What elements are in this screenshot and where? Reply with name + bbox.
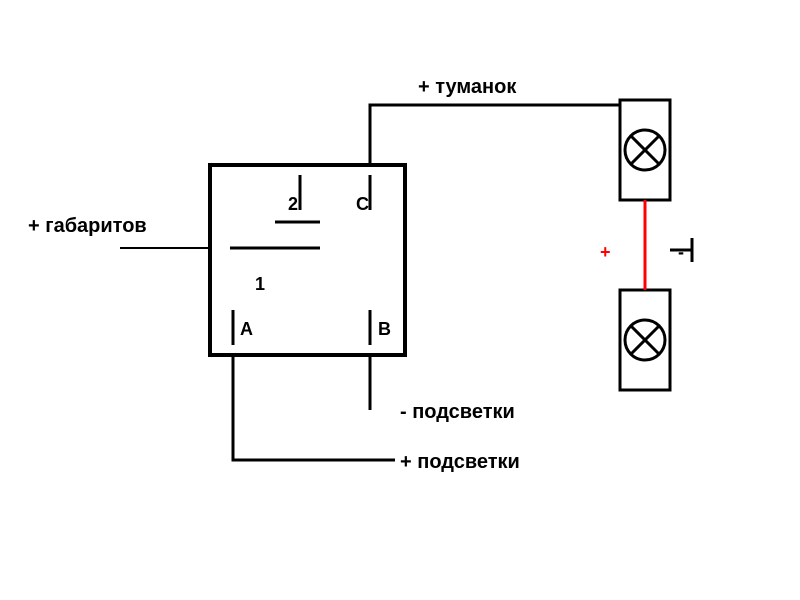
terminal-label-1: 1 (255, 274, 265, 294)
terminal-label-b: B (378, 319, 391, 339)
plus-label: + (600, 242, 611, 262)
label-backlight-neg: - подсветки (400, 401, 515, 423)
minus-label: - (678, 242, 684, 262)
label-parking: + габаритов (28, 215, 147, 237)
terminal-label-2: 2 (288, 194, 298, 214)
terminal-label-c: C (356, 194, 369, 214)
circuit-diagram: 2 C 1 A B + - + туманок + габаритов - по… (0, 0, 800, 600)
label-fog: + туманок (418, 76, 517, 98)
wire-fog (370, 105, 620, 165)
terminal-label-a: A (240, 319, 253, 339)
label-backlight-pos: + подсветки (400, 451, 520, 473)
